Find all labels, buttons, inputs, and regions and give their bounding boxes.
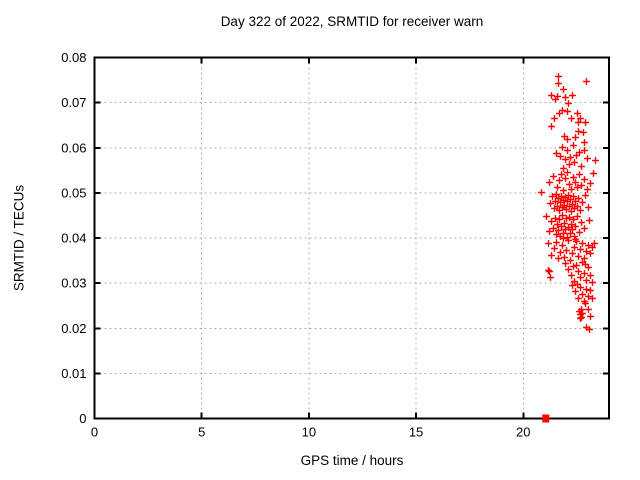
y-tick-label: 0.06 [61, 140, 86, 155]
y-tick-label: 0.01 [61, 366, 86, 381]
y-tick-label: 0 [79, 411, 86, 426]
y-tick-label: 0.02 [61, 321, 86, 336]
zero-value-square-marker [542, 414, 550, 423]
y-tick-label: 0.07 [61, 95, 86, 110]
y-tick-label: 0.04 [61, 231, 86, 246]
x-tick-label: 20 [516, 425, 530, 440]
gridlines [94, 57, 609, 419]
y-tick-label: 0.03 [61, 276, 86, 291]
y-tick-label: 0.08 [61, 50, 86, 65]
tick-labels: 0 5 10 15 20 0 0.01 0.02 0.03 0.04 0.05 0.06 0.07 0.0… [61, 50, 530, 440]
y-tick-label: 0.05 [61, 185, 86, 200]
x-tick-label: 15 [409, 425, 423, 440]
scatter-points-SRMTID [538, 73, 599, 333]
chart-title: Day 322 of 2022, SRMTID for receiver war… [220, 14, 484, 29]
axes [93, 56, 610, 420]
x-tick-label: 0 [91, 425, 98, 440]
x-tick-label: 10 [302, 425, 316, 440]
x-axis-label: GPS time / hours [300, 453, 404, 468]
x-tick-label: 5 [198, 425, 205, 440]
